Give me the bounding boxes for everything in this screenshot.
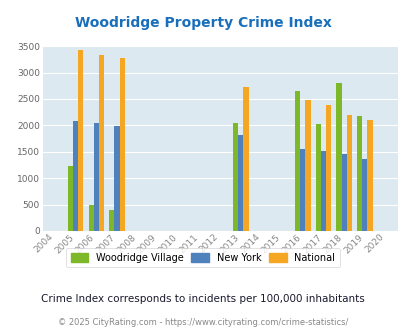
Bar [238, 135, 243, 231]
Bar [114, 126, 119, 231]
Bar [119, 58, 124, 231]
Bar [325, 105, 330, 231]
Bar [305, 100, 310, 231]
Bar [88, 205, 94, 231]
Bar [361, 159, 367, 231]
Bar [243, 87, 248, 231]
Legend: Woodridge Village, New York, National: Woodridge Village, New York, National [66, 248, 339, 267]
Bar [315, 124, 320, 231]
Bar [99, 55, 104, 231]
Bar [367, 119, 372, 231]
Bar [341, 154, 346, 231]
Bar [94, 123, 99, 231]
Bar [356, 116, 361, 231]
Bar [68, 166, 73, 231]
Text: Crime Index corresponds to incidents per 100,000 inhabitants: Crime Index corresponds to incidents per… [41, 294, 364, 304]
Bar [109, 211, 114, 231]
Bar [73, 121, 78, 231]
Bar [78, 50, 83, 231]
Bar [320, 151, 325, 231]
Bar [232, 123, 238, 231]
Bar [346, 115, 351, 231]
Bar [294, 91, 300, 231]
Bar [336, 83, 341, 231]
Bar [300, 148, 305, 231]
Text: © 2025 CityRating.com - https://www.cityrating.com/crime-statistics/: © 2025 CityRating.com - https://www.city… [58, 318, 347, 327]
Text: Woodridge Property Crime Index: Woodridge Property Crime Index [75, 16, 330, 30]
